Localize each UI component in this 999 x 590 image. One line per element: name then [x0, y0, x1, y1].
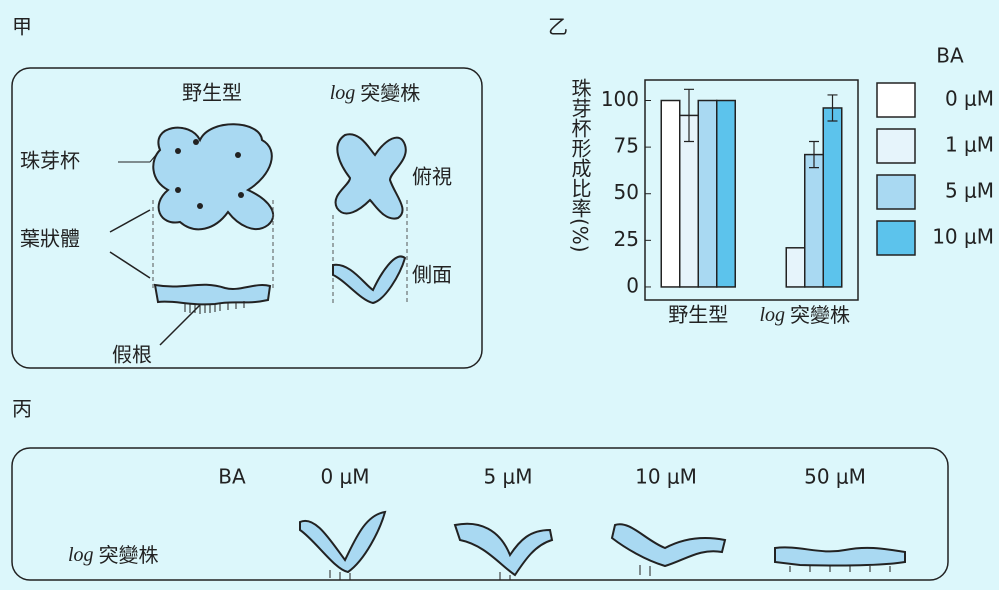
- concentration: 50 μM: [804, 465, 866, 489]
- panel-label: 丙: [12, 397, 32, 421]
- label: 俯視: [412, 165, 452, 189]
- bar: [822, 107, 843, 288]
- legend-label: 10 μM: [932, 225, 994, 249]
- y-tick-label: 0: [626, 273, 639, 297]
- legend-swatch: [876, 220, 916, 256]
- chart: 0 25 50 75 100 珠芽杯形成比率(%) 野生型 log 突變株 BA 0 μM 1 μM…: [568, 44, 994, 327]
- legend-label: 0 μM: [945, 87, 994, 111]
- panel-frame: [11, 67, 483, 369]
- row-label: log 突變株: [68, 543, 159, 567]
- y-tick-label: 50: [614, 180, 639, 204]
- plot-frame: [644, 79, 859, 301]
- panel-label: 乙: [548, 15, 568, 39]
- label: 葉狀體: [20, 227, 80, 251]
- illustration: [299, 510, 906, 580]
- legend-swatch: [876, 82, 916, 118]
- legend-swatch: [876, 174, 916, 210]
- x-tick-label: 野生型: [668, 303, 728, 327]
- legend-label: 1 μM: [945, 133, 994, 157]
- legend-label: 5 μM: [945, 179, 994, 203]
- panel-label: 甲: [12, 15, 32, 39]
- concentration: 0 μM: [320, 465, 369, 489]
- concentration: 10 μM: [635, 465, 697, 489]
- error-bar: [827, 94, 838, 122]
- bar: [697, 99, 718, 288]
- bar: [660, 99, 681, 288]
- x-tick-label: log 突變株: [759, 303, 850, 327]
- legend-title: BA: [218, 465, 246, 489]
- panel-frame: [11, 447, 949, 581]
- y-axis-label: 珠芽杯形成比率(%): [568, 78, 592, 253]
- bar: [716, 99, 736, 288]
- y-tick-label: 100: [601, 87, 639, 111]
- legend-title: BA: [936, 44, 964, 68]
- label: 珠芽杯: [20, 149, 80, 173]
- concentration: 5 μM: [483, 465, 532, 489]
- error-bar: [809, 140, 819, 169]
- label: 側面: [412, 263, 452, 287]
- bar: [785, 247, 806, 288]
- illustration: [109, 123, 408, 346]
- column-label: log 突變株: [330, 81, 421, 105]
- bar: [804, 153, 824, 288]
- legend-swatch: [876, 128, 916, 164]
- error-bar: [684, 88, 694, 143]
- label: 假根: [112, 343, 152, 367]
- column-label: 野生型: [182, 81, 242, 105]
- y-tick-label: 75: [614, 134, 639, 158]
- y-tick-label: 25: [614, 227, 639, 251]
